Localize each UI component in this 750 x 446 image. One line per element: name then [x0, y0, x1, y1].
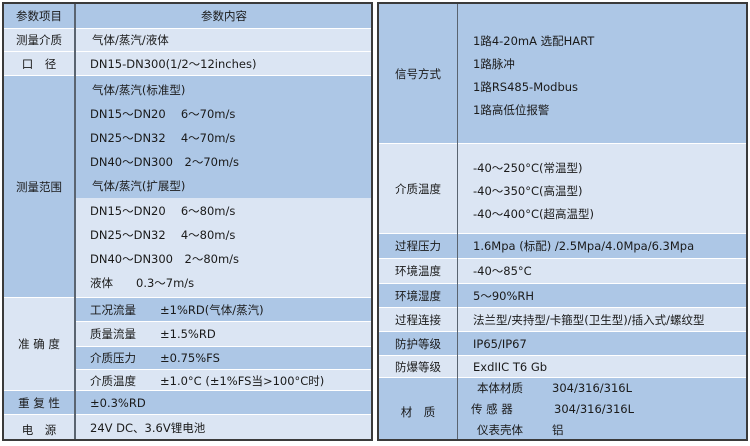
protection-value: IP65/IP67	[473, 337, 527, 351]
temp-line: -40～400°C(超高温型)	[473, 207, 594, 221]
accuracy-row: 工况流量 ±1%RD(气体/蒸汽)	[74, 298, 371, 322]
humidity-value: 5～90%RH	[473, 289, 535, 303]
range-line: 液体 0.3～7m/s	[90, 276, 195, 290]
connection-value-cell: 法兰型/夹持型/卡箍型(卫生型)/插入式/螺纹型	[457, 308, 746, 332]
material-value: 铝	[552, 423, 564, 437]
column-divider	[74, 4, 76, 439]
protection-label: 防护等级	[395, 336, 441, 351]
explosion-value-cell: ExdIIC T6 Gb	[457, 356, 746, 378]
connection-label-cell: 过程连接	[379, 308, 457, 332]
diameter-label: 口 径	[21, 56, 57, 71]
accuracy-row: 质量流量 ±1.5%RD	[74, 322, 371, 347]
pressure-value-cell: 1.6Mpa (标配) /2.5Mpa/4.0Mpa/6.3Mpa	[457, 234, 746, 259]
range-line: DN25～DN32 4～80m/s	[90, 228, 236, 242]
header-content-label: 参数内容	[201, 9, 247, 23]
range-line: DN40～DN300 2～70m/s	[90, 155, 240, 169]
repeat-label-cell: 重 复 性	[4, 391, 74, 415]
temp-line: -40～350°C(高温型)	[473, 184, 583, 198]
range-line: DN25～DN32 4～70m/s	[90, 131, 236, 145]
spec-table-right: 信号方式 1路4-20mA 选配HART 1路脉冲 1路RS485-Modbus…	[377, 2, 748, 441]
humidity-label: 环境湿度	[395, 288, 441, 303]
signal-line: 1路RS485-Modbus	[473, 80, 579, 94]
range-line: 气体/蒸汽(标准型)	[92, 83, 186, 97]
signal-label-cell: 信号方式	[379, 4, 457, 144]
pressure-value: 1.6Mpa (标配) /2.5Mpa/4.0Mpa/6.3Mpa	[473, 239, 695, 253]
envtemp-value-cell: -40～85°C	[457, 259, 746, 284]
envtemp-label: 环境温度	[395, 264, 441, 278]
accuracy-value: ±1.0°C (±1%FS当>100°C时)	[160, 374, 325, 388]
accuracy-value: ±1%RD(气体/蒸汽)	[160, 303, 264, 317]
medium-value: 气体/蒸汽/液体	[92, 33, 169, 47]
range-line: DN40～DN300 2～80m/s	[90, 252, 240, 266]
temp-value-cell: -40～250°C(常温型) -40～350°C(高温型) -40～400°C(…	[457, 144, 746, 234]
protection-value-cell: IP65/IP67	[457, 332, 746, 356]
medium-label-cell: 测量介质	[4, 29, 74, 52]
envtemp-value: -40～85°C	[473, 264, 532, 278]
signal-value-cell: 1路4-20mA 选配HART 1路脉冲 1路RS485-Modbus 1路高低…	[457, 4, 746, 144]
humidity-value-cell: 5～90%RH	[457, 284, 746, 308]
header-item: 参数项目	[4, 4, 74, 29]
accuracy-row: 介质温度 ±1.0°C (±1%FS当>100°C时)	[74, 370, 371, 391]
repeat-value: ±0.3%RD	[90, 396, 146, 410]
accuracy-label-cell: 准 确 度	[4, 298, 74, 391]
material-name: 本体材质	[477, 381, 523, 395]
temp-label-cell: 介质温度	[379, 144, 457, 234]
accuracy-label: 准 确 度	[18, 337, 60, 351]
signal-line: 1路脉冲	[473, 57, 515, 71]
power-value-cell: 24V DC、3.6V锂电池	[74, 415, 371, 439]
protection-label-cell: 防护等级	[379, 332, 457, 356]
signal-line: 1路高低位报警	[473, 103, 550, 117]
range-line: DN15～DN20 6～70m/s	[90, 107, 236, 121]
material-value: 304/316/316L	[552, 381, 633, 395]
range-label: 测量范围	[16, 179, 62, 194]
range-line: DN15～DN20 6～80m/s	[90, 204, 236, 218]
repeat-label: 重 复 性	[18, 395, 60, 410]
medium-label: 测量介质	[16, 33, 62, 47]
material-label: 材 质	[400, 404, 436, 419]
medium-value-cell: 气体/蒸汽/液体	[74, 29, 371, 52]
material-label-cell: 材 质	[379, 378, 457, 439]
material-name: 传 感 器	[471, 402, 513, 416]
range-line: 气体/蒸汽(扩展型)	[92, 179, 186, 193]
signal-label: 信号方式	[395, 66, 441, 81]
material-value-cell: 本体材质 304/316/316L 传 感 器 304/316/316L 仪表壳体 铝	[457, 378, 746, 439]
power-label: 电 源	[21, 423, 57, 437]
range-label-cell: 测量范围	[4, 76, 74, 298]
envtemp-label-cell: 环境温度	[379, 259, 457, 284]
diameter-value: DN15-DN300(1/2～12inches)	[90, 57, 257, 71]
accuracy-value: ±1.5%RD	[160, 327, 216, 341]
accuracy-name: 介质温度	[90, 374, 136, 388]
connection-label: 过程连接	[395, 312, 441, 327]
material-name: 仪表壳体	[477, 423, 523, 437]
accuracy-name: 质量流量	[90, 327, 136, 341]
material-value: 304/316/316L	[554, 402, 635, 416]
pressure-label: 过程压力	[395, 239, 441, 253]
humidity-label-cell: 环境湿度	[379, 284, 457, 308]
accuracy-row: 介质压力 ±0.75%FS	[74, 347, 371, 370]
explosion-label: 防爆等级	[395, 359, 441, 374]
explosion-label-cell: 防爆等级	[379, 356, 457, 378]
power-value: 24V DC、3.6V锂电池	[90, 421, 206, 435]
explosion-value: ExdIIC T6 Gb	[473, 360, 548, 374]
range-standard-cell	[74, 76, 371, 198]
column-divider	[457, 4, 458, 439]
accuracy-name: 介质压力	[90, 351, 136, 365]
temp-label: 介质温度	[395, 181, 441, 196]
range-extended-cell	[74, 198, 371, 298]
pressure-label-cell: 过程压力	[379, 234, 457, 259]
accuracy-value: ±0.75%FS	[160, 351, 220, 365]
header-item-label: 参数项目	[16, 9, 62, 23]
accuracy-name: 工况流量	[90, 303, 136, 317]
spec-table-left: 参数项目 参数内容 测量介质 气体/蒸汽/液体 口 径 DN15-DN300(1…	[2, 2, 373, 441]
diameter-value-cell: DN15-DN300(1/2～12inches)	[74, 52, 371, 76]
signal-line: 1路4-20mA 选配HART	[473, 34, 595, 48]
repeat-value-cell: ±0.3%RD	[74, 391, 371, 415]
temp-line: -40～250°C(常温型)	[473, 161, 583, 175]
power-label-cell: 电 源	[4, 415, 74, 439]
connection-value: 法兰型/夹持型/卡箍型(卫生型)/插入式/螺纹型	[473, 313, 705, 327]
header-content: 参数内容	[74, 4, 371, 29]
diameter-label-cell: 口 径	[4, 52, 74, 76]
